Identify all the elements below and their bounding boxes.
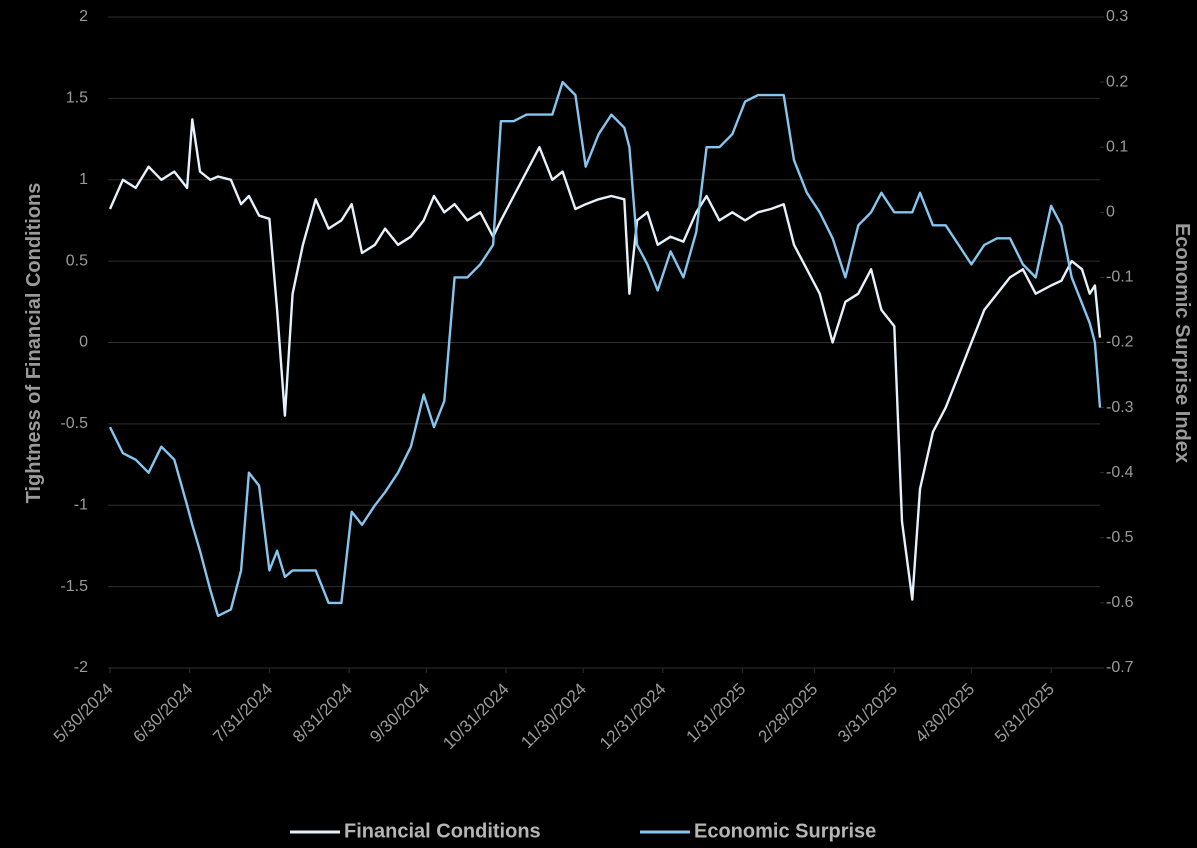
y-tick-label: -1 <box>74 496 88 513</box>
legend-label: Financial Conditions <box>344 820 541 842</box>
legend-label: Economic Surprise <box>694 820 876 842</box>
y-tick-label: 1 <box>79 171 88 188</box>
y-tick-label: -1.5 <box>60 578 88 595</box>
y2-tick-label: -0.2 <box>1106 334 1134 351</box>
y2-tick-label: -0.1 <box>1106 269 1134 286</box>
y2-tick-label: -0.4 <box>1106 464 1134 481</box>
y2-tick-label: -0.5 <box>1106 529 1134 546</box>
y-tick-label: -0.5 <box>60 415 88 432</box>
y-tick-label: -2 <box>74 659 88 676</box>
y2-tick-label: -0.7 <box>1106 659 1134 676</box>
y-tick-label: 2 <box>79 8 88 25</box>
y-tick-label: 0 <box>79 334 88 351</box>
series-line <box>108 80 1102 618</box>
y-axis-title: Tightness of Financial Conditions <box>23 183 45 504</box>
y2-tick-label: -0.3 <box>1106 399 1134 416</box>
y2-tick-label: 0.2 <box>1106 73 1128 90</box>
y2-tick-label: -0.6 <box>1106 594 1134 611</box>
y2-tick-label: 0.1 <box>1106 138 1128 155</box>
y-tick-label: 1.5 <box>66 90 88 107</box>
y-tick-label: 0.5 <box>66 252 88 269</box>
y2-tick-label: 0 <box>1106 204 1115 221</box>
series-line <box>108 118 1102 601</box>
y2-axis-title: Economic Surprise Index <box>1171 223 1193 463</box>
y2-tick-label: 0.3 <box>1106 8 1128 25</box>
